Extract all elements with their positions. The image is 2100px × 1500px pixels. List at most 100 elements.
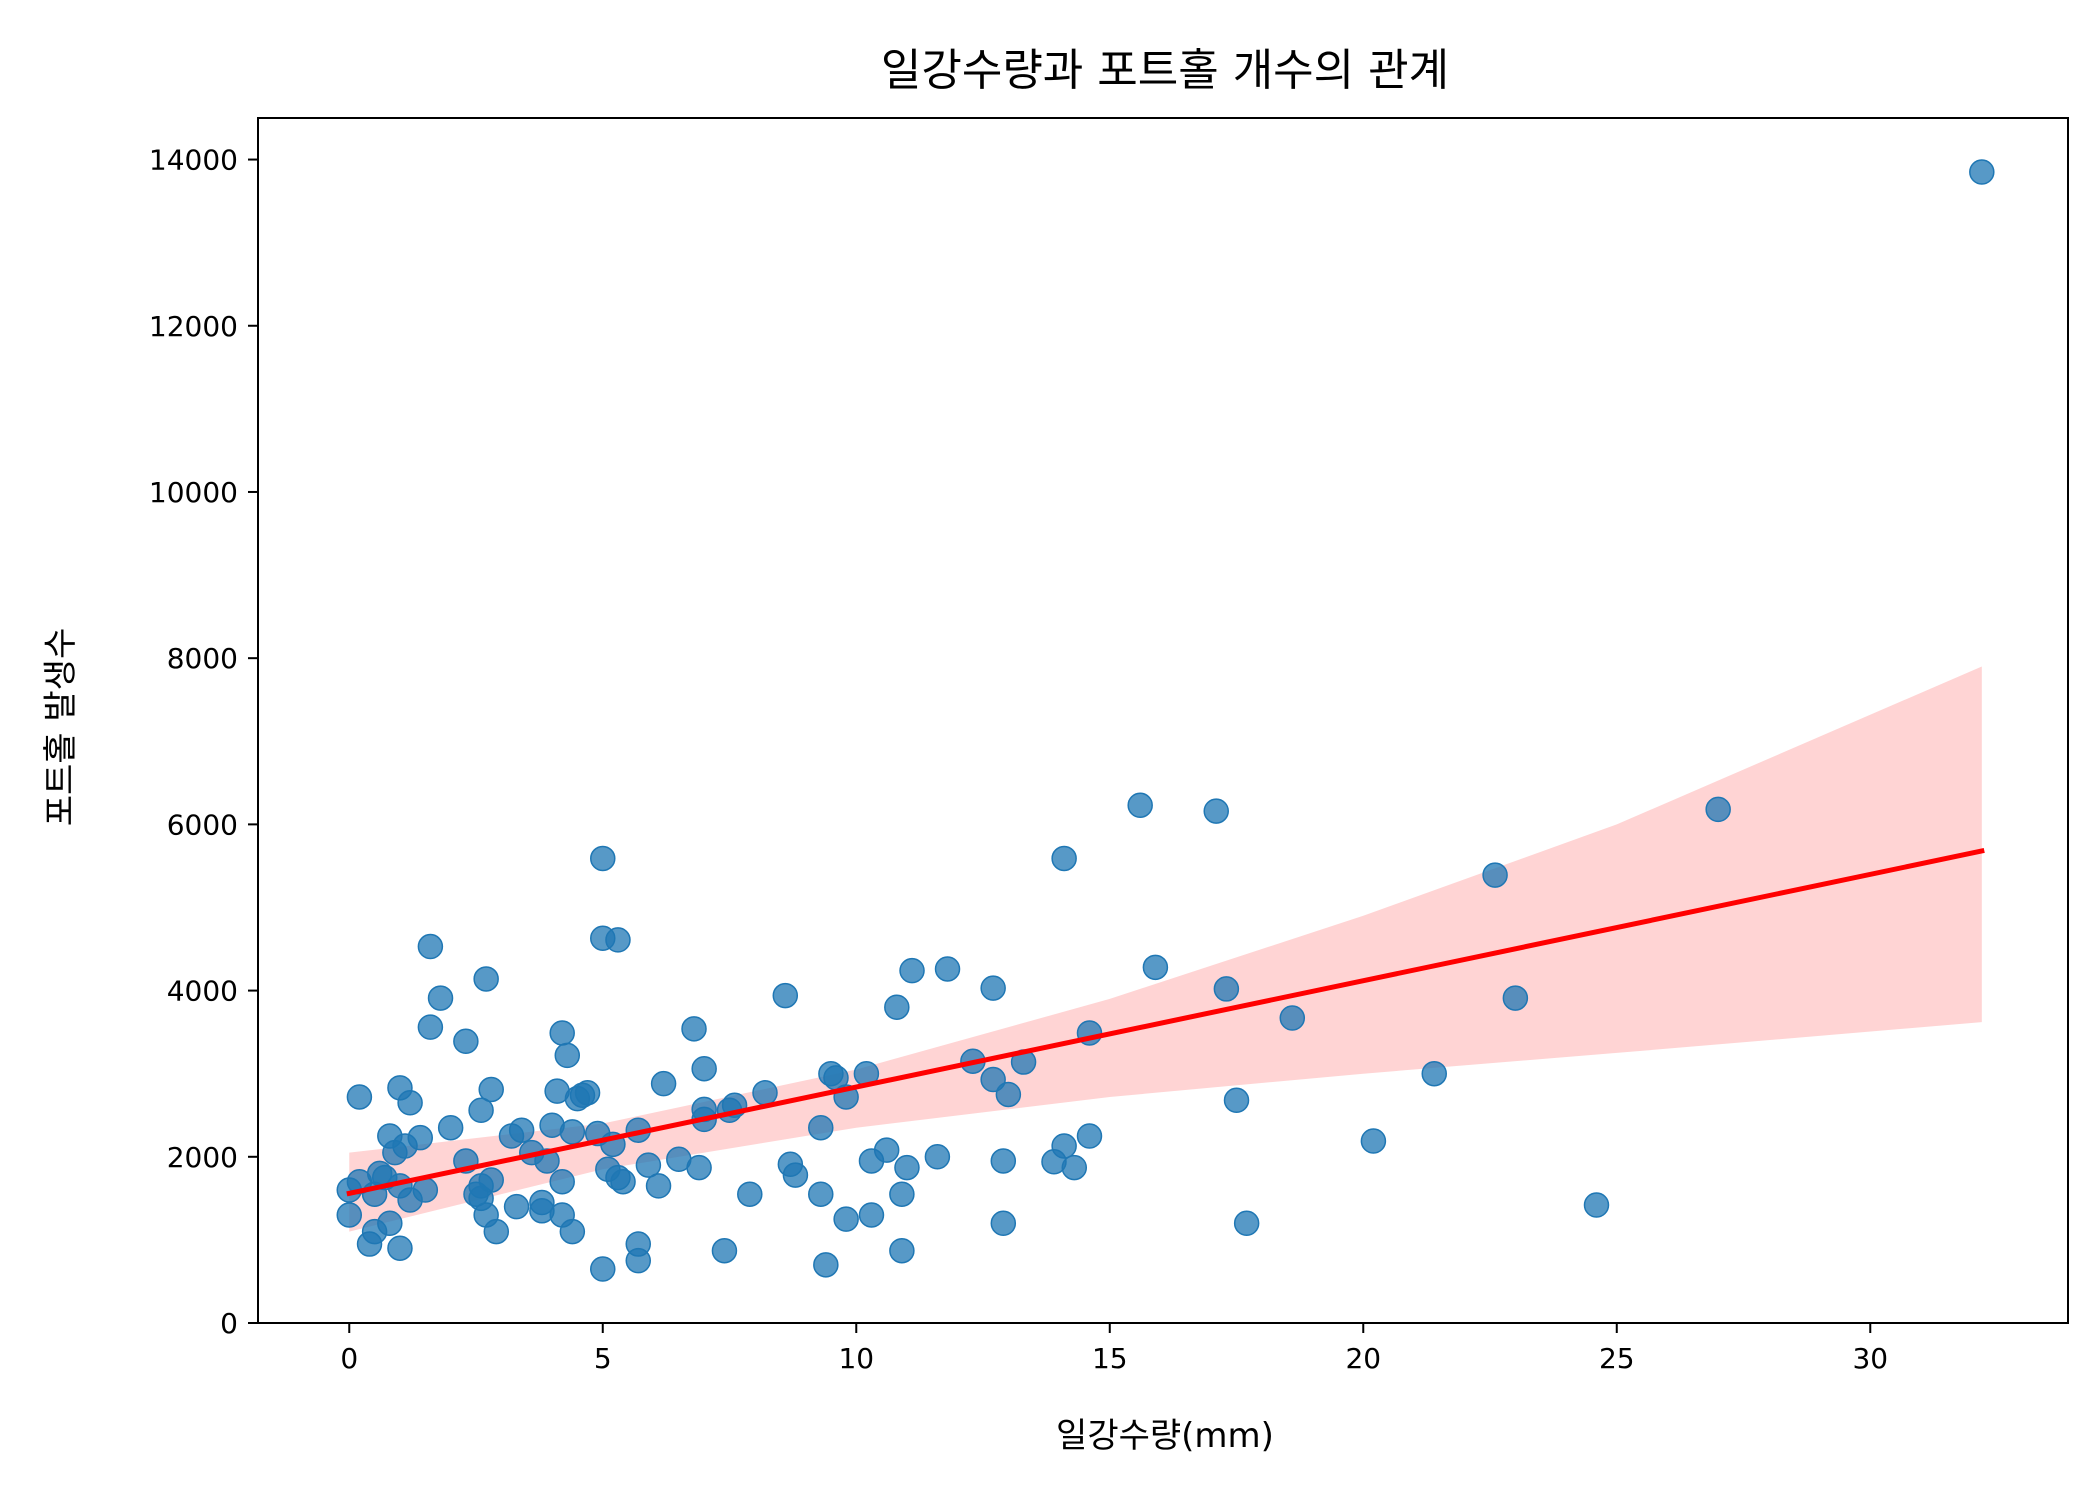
data-point [813,1252,839,1278]
data-point [1051,845,1077,872]
data-point [782,1162,809,1188]
data-point [1223,1087,1250,1114]
data-point [377,1210,403,1237]
data-point [1482,862,1508,888]
data-point [508,1117,535,1143]
data-point [559,1119,586,1145]
data-point [397,1090,423,1116]
data-point [691,1055,717,1082]
y-tick-label: 8000 [167,642,238,675]
x-tick-label: 5 [594,1342,612,1375]
data-point [610,1168,636,1195]
y-tick-label: 4000 [167,975,238,1008]
data-point [590,1256,616,1282]
data-point [645,1173,672,1199]
data-point [437,1114,464,1141]
data-point [483,1218,510,1245]
data-point [503,1193,530,1220]
data-point [711,1237,738,1264]
data-point [990,1148,1017,1174]
data-point [1502,985,1529,1011]
data-point [1051,1133,1077,1159]
data-point [1583,1192,1610,1218]
data-point [427,985,454,1011]
data-point [752,1080,778,1106]
data-point [833,1206,859,1232]
data-point [1127,792,1153,819]
data-point [1421,1060,1447,1087]
data-point [1076,1123,1103,1149]
confidence-band-layer [349,666,1982,1232]
data-point [1061,1154,1088,1181]
data-point [417,933,444,960]
data-point [453,1028,479,1055]
data-point [650,1070,677,1097]
regression-line-layer [346,848,1985,1197]
data-point [858,1202,885,1228]
data-point [605,927,631,953]
data-point [884,994,910,1020]
regression-line [346,848,1985,1197]
data-point [1969,159,1995,185]
data-point [346,1084,373,1110]
data-point [1705,796,1731,823]
data-point [808,1181,834,1207]
plot-area-frame [257,117,2069,1324]
data-point [899,957,925,984]
data-point [924,1144,951,1170]
x-tick-label: 20 [1345,1342,1381,1375]
y-tick-label: 2000 [167,1141,238,1174]
data-point [549,1020,575,1046]
x-axis-ticks: 0 5 10 15 20 25 30 [340,1323,1888,1375]
data-point [625,1247,652,1274]
data-point [737,1181,763,1207]
data-point [336,1202,363,1228]
confidence-band [349,666,1982,1232]
data-point [407,1124,433,1151]
data-point [574,1080,601,1106]
data-point [873,1137,900,1163]
data-point [473,966,499,992]
y-tick-label: 6000 [167,808,238,841]
data-point [559,1218,586,1245]
data-point [554,1042,581,1069]
chart-title: 일강수량과 포트홀 개수의 관계 [881,45,1449,96]
data-point [549,1168,575,1195]
x-tick-label: 10 [838,1342,874,1375]
x-tick-label: 25 [1599,1342,1635,1375]
y-axis-ticks: 0 2000 4000 6000 8000 10000 12000 14000 [149,144,258,1340]
data-point [990,1210,1017,1237]
data-point [889,1181,915,1207]
data-point [478,1167,504,1193]
data-point [1279,1005,1306,1031]
x-tick-label: 15 [1092,1342,1128,1375]
data-point [1360,1128,1387,1154]
data-point [681,1016,707,1042]
y-tick-label: 10000 [149,476,238,509]
y-tick-label: 12000 [149,310,238,343]
x-axis-label: 일강수량(mm) [1056,1416,1274,1456]
data-point [417,1014,444,1040]
y-axis-label: 포트홀 발생수 [41,628,81,827]
data-point [478,1076,504,1103]
data-point [1213,976,1240,1002]
y-tick-label: 0 [220,1307,238,1340]
data-point [686,1154,712,1181]
x-tick-label: 30 [1852,1342,1888,1375]
data-point [1142,954,1169,981]
data-point [934,956,961,982]
data-point [1203,798,1229,824]
data-point [635,1152,662,1178]
data-point [1233,1210,1260,1237]
data-point [980,975,1006,1001]
data-point [387,1235,413,1261]
data-point [468,1097,494,1124]
data-point [894,1154,920,1181]
data-points-layer [336,159,1995,1282]
data-point [995,1081,1022,1108]
data-point [590,845,616,872]
data-point [889,1237,915,1264]
data-point [980,1066,1006,1093]
data-point [808,1114,834,1141]
